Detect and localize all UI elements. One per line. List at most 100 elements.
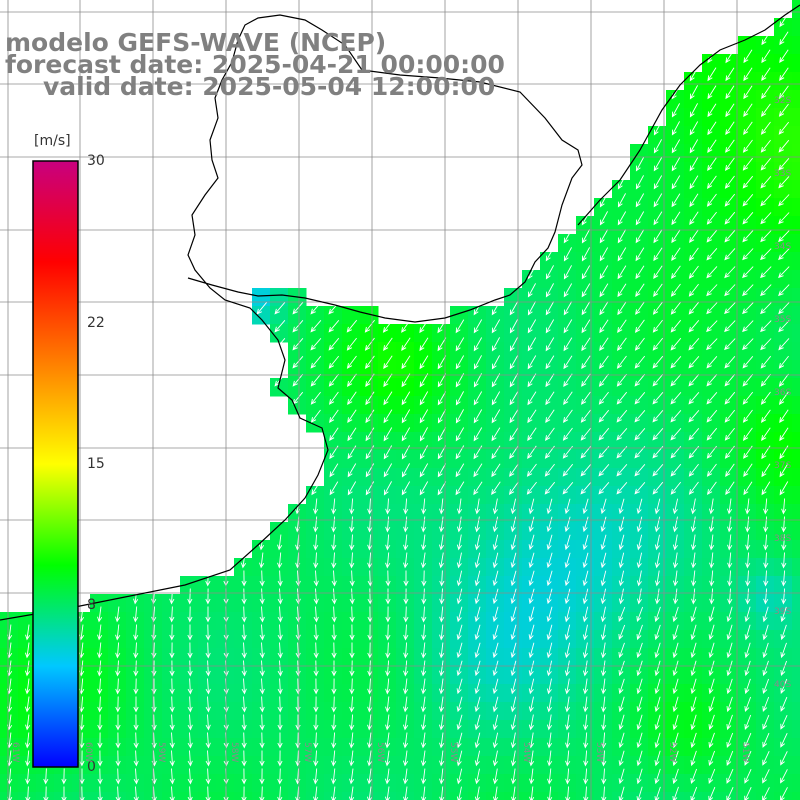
lat-label: 38S [774,534,792,544]
wind-arrow [97,606,103,623]
wind-arrow [690,786,698,800]
wind-speed-cell [702,306,721,325]
wind-arrow [707,121,717,136]
wind-arrow [43,786,49,800]
wind-arrow [401,481,411,496]
wind-arrow [205,588,211,605]
wind-arrow [205,660,211,677]
wind-arrow [778,391,789,405]
wind-arrow [599,301,609,316]
wind-speed-cell [666,360,685,379]
wind-arrow [402,714,409,731]
wind-arrow [706,392,718,405]
wind-speed-cell [360,612,379,631]
wind-arrow [347,409,357,424]
wind-arrow [544,427,555,441]
wind-arrow [364,337,375,351]
wind-arrow [241,786,247,800]
wind-speed-cell [792,324,800,343]
wind-speed-cell [288,684,307,703]
wind-speed-cell [126,756,145,775]
wind-arrow [580,391,591,405]
wind-speed-cell [792,72,800,91]
wind-arrow [634,392,646,405]
wind-arrow [672,534,678,551]
wind-speed-cell [108,756,127,775]
wind-arrow [133,678,139,695]
wind-arrow [745,534,751,551]
wind-arrow [670,392,682,405]
wind-arrow [636,534,643,551]
wind-arrow [672,714,679,731]
wind-arrow [401,337,411,352]
wind-arrow [564,660,570,677]
wind-speed-cell [756,774,775,793]
wind-speed-cell [198,738,217,757]
wind-arrow [727,534,733,551]
wind-speed-cell [684,612,703,631]
wind-arrow [706,481,717,495]
wind-arrow [310,320,322,333]
wind-speed-cell [684,450,703,469]
wind-arrow [439,606,445,623]
wind-arrow [169,588,175,605]
wind-arrow [474,570,481,587]
wind-arrow [115,768,121,785]
wind-speed-cell [270,648,289,667]
wind-speed-cell [558,540,577,559]
wind-speed-cell [18,792,37,800]
wind-speed-cell [468,684,487,703]
wind-arrow [707,67,717,82]
wind-arrow [187,660,193,677]
wind-arrow [618,696,625,713]
wind-speed-cell [234,720,253,739]
wind-arrow [564,498,571,515]
wind-speed-cell [432,396,451,415]
wind-arrow [598,464,610,477]
wind-speed-cell [306,792,325,800]
wind-speed-cell [450,558,469,577]
wind-arrow [617,247,627,262]
wind-speed-cell [450,612,469,631]
wind-speed-cell [324,684,343,703]
wind-arrow [580,409,591,423]
wind-arrow [726,660,733,677]
wind-speed-cell [522,486,541,505]
wind-arrow [455,427,465,442]
wind-arrow [636,696,643,713]
wind-arrow [331,714,337,731]
wind-speed-cell [648,774,667,793]
wind-arrow [565,786,571,800]
wind-speed-cell [792,378,800,397]
wind-speed-cell [720,252,739,271]
wind-arrow [709,552,715,569]
wind-arrow [385,588,391,605]
wind-arrow [634,355,646,369]
wind-arrow [636,678,643,695]
wind-arrow [25,786,31,800]
wind-speed-cell [702,198,721,217]
wind-arrow [546,660,553,677]
wind-speed-cell [288,648,307,667]
wind-arrow [707,139,717,154]
wind-speed-cell [756,360,775,379]
wind-speed-cell [180,666,199,685]
wind-arrow [331,552,337,569]
wind-arrow [491,337,500,352]
wind-speed-cell [792,0,800,19]
wind-arrow [510,678,517,695]
wind-speed-cell [792,252,800,271]
wind-arrow [456,750,463,767]
wind-arrow [492,498,498,515]
wind-speed-cell [756,234,775,253]
wind-speed-cell [414,486,433,505]
wind-arrow [618,588,624,605]
wind-speed-cell [612,450,631,469]
wind-arrow [347,481,357,496]
wind-arrow [310,355,322,369]
wind-speed-cell [630,522,649,541]
wind-speed-cell [558,612,577,631]
wind-arrow [707,103,717,118]
wind-arrow [439,642,445,659]
wind-arrow [563,301,573,316]
